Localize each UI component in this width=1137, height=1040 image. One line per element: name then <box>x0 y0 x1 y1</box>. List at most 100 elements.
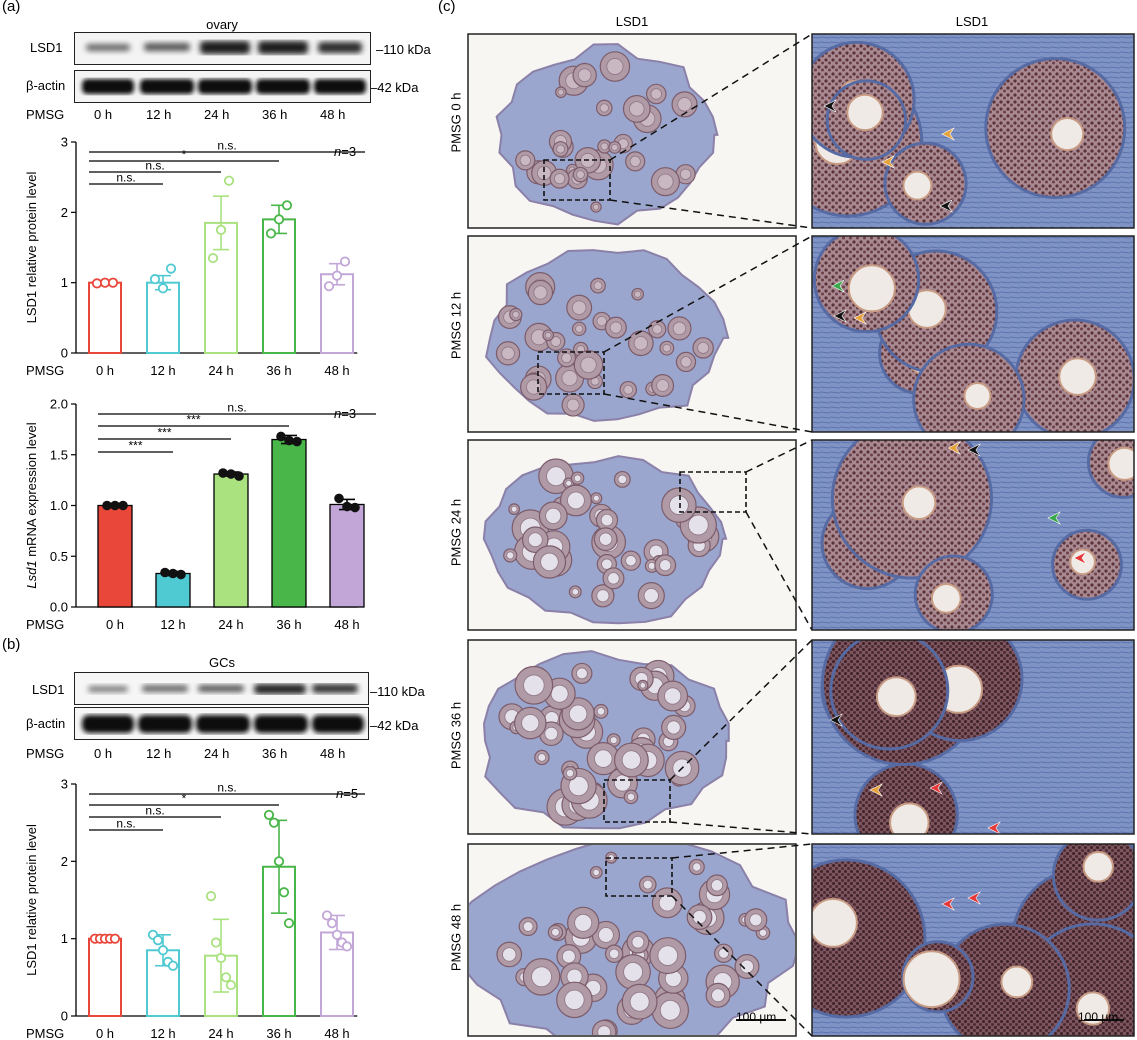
follicle-antrum <box>601 558 613 570</box>
data-point <box>210 937 222 948</box>
zoom-panel-1 <box>811 235 1135 433</box>
arrowhead-marker <box>881 155 895 169</box>
follicle-antrum <box>623 384 634 395</box>
blot-a-title: ovary <box>206 17 238 32</box>
data-point <box>276 431 286 442</box>
follicle-antrum <box>598 927 614 943</box>
micrograph-grid <box>467 33 1135 1037</box>
data-point <box>109 933 121 944</box>
bar-0 <box>97 504 133 608</box>
n-label-italic: n <box>336 786 343 801</box>
bar-3 <box>262 218 296 354</box>
oocyte <box>1058 357 1097 396</box>
follicle-antrum <box>692 909 707 925</box>
follicle-antrum <box>575 324 584 333</box>
oocyte <box>1000 965 1034 999</box>
sig-label-0: n.s. <box>116 171 135 185</box>
bar-2 <box>213 473 249 608</box>
blot-b-actin-kda: –42 kDa <box>370 718 419 733</box>
follicle-antrum <box>629 101 645 117</box>
follicle-antrum <box>650 88 662 100</box>
data-point <box>176 569 186 580</box>
data-point <box>215 224 227 236</box>
n-label-value: =3 <box>341 406 356 421</box>
follicle-antrum <box>680 356 692 368</box>
follicle-antrum <box>626 792 636 801</box>
blot-b-pmsg-label: PMSG <box>26 746 65 761</box>
oocyte <box>902 170 933 201</box>
follicle-antrum <box>633 336 649 351</box>
follicle-antrum <box>623 962 643 982</box>
data-point <box>220 972 232 983</box>
col-title-right: LSD1 <box>955 14 989 29</box>
blot-b-lane-0: 0 h <box>94 746 113 761</box>
y-tick-label: 2 <box>61 205 68 220</box>
y-axis-label: Lsd1 mRNA expression level <box>24 422 39 588</box>
follicle-antrum <box>662 344 671 353</box>
data-point <box>342 501 352 512</box>
blot-b-lane-3: 36 h <box>262 746 288 761</box>
follicle-antrum <box>629 991 650 1012</box>
data-point <box>118 500 128 511</box>
data-point <box>226 469 236 479</box>
data-point <box>165 263 177 274</box>
data-point <box>281 200 293 211</box>
data-point <box>168 568 178 579</box>
x-tick-label-2: 24 h <box>208 363 233 378</box>
follicle-antrum <box>531 966 552 988</box>
follicle-antrum <box>592 494 600 502</box>
follicle-antrum <box>568 704 588 724</box>
arrowhead-marker <box>941 897 955 911</box>
follicle-antrum <box>540 552 559 572</box>
x-axis-prefix: PMSG <box>26 617 64 632</box>
follicle-antrum <box>544 331 552 339</box>
data-point <box>215 952 227 964</box>
follicle-antrum <box>621 750 642 770</box>
oocyte <box>963 381 992 411</box>
zoom-frame <box>811 843 1135 1037</box>
follicle-antrum <box>613 774 632 792</box>
follicle-antrum <box>669 495 689 515</box>
n-label-value: =5 <box>343 786 358 801</box>
blot-a-lane-1: 12 h <box>146 107 172 122</box>
oocyte <box>1082 851 1114 883</box>
panel-letter-a: (a) <box>2 0 21 15</box>
follicle-antrum <box>580 356 597 374</box>
follicle-antrum <box>634 290 642 298</box>
arrowhead-marker <box>823 99 837 113</box>
data-point <box>223 175 235 186</box>
y-tick-label: 1.5 <box>50 447 68 462</box>
y-tick-label: 2 <box>61 854 68 869</box>
n-label: n=3 <box>334 406 356 421</box>
x-axis-prefix: PMSG <box>26 363 64 378</box>
zoom-box <box>537 351 605 395</box>
follicle-antrum <box>672 321 687 336</box>
follicle-antrum <box>749 913 763 927</box>
data-point <box>234 471 244 481</box>
blot-a-lanes: PMSG 0 h 12 h 24 h 36 h 48 h <box>0 107 440 125</box>
sig-label-2: * <box>182 148 187 162</box>
overview-panel-3 <box>467 639 797 835</box>
bar-0 <box>88 281 122 355</box>
blot-a-image <box>74 32 371 103</box>
follicle-antrum <box>545 507 562 524</box>
oocyte <box>1107 446 1134 481</box>
data-point <box>273 856 285 867</box>
sig-label-3: n.s. <box>227 401 246 415</box>
zoom-panel-3 <box>811 639 1135 835</box>
scale-bar-label-left: 100 μm <box>736 1010 777 1024</box>
blot-b-lane-2: 24 h <box>204 746 230 761</box>
follicle-antrum <box>658 894 676 912</box>
panel-letter-c: (c) <box>438 0 456 15</box>
blot-b-lane-4: 48 h <box>320 746 346 761</box>
follicle-antrum <box>608 948 620 959</box>
follicle-antrum <box>544 726 559 741</box>
follicle-antrum <box>659 559 672 572</box>
sig-label-0: *** <box>128 439 142 453</box>
follicle-antrum <box>679 168 692 180</box>
arrowhead-marker <box>833 309 847 323</box>
follicle-antrum <box>600 513 614 527</box>
follicle-antrum <box>522 921 534 932</box>
oocyte <box>889 802 930 834</box>
follicle-antrum <box>564 989 585 1010</box>
